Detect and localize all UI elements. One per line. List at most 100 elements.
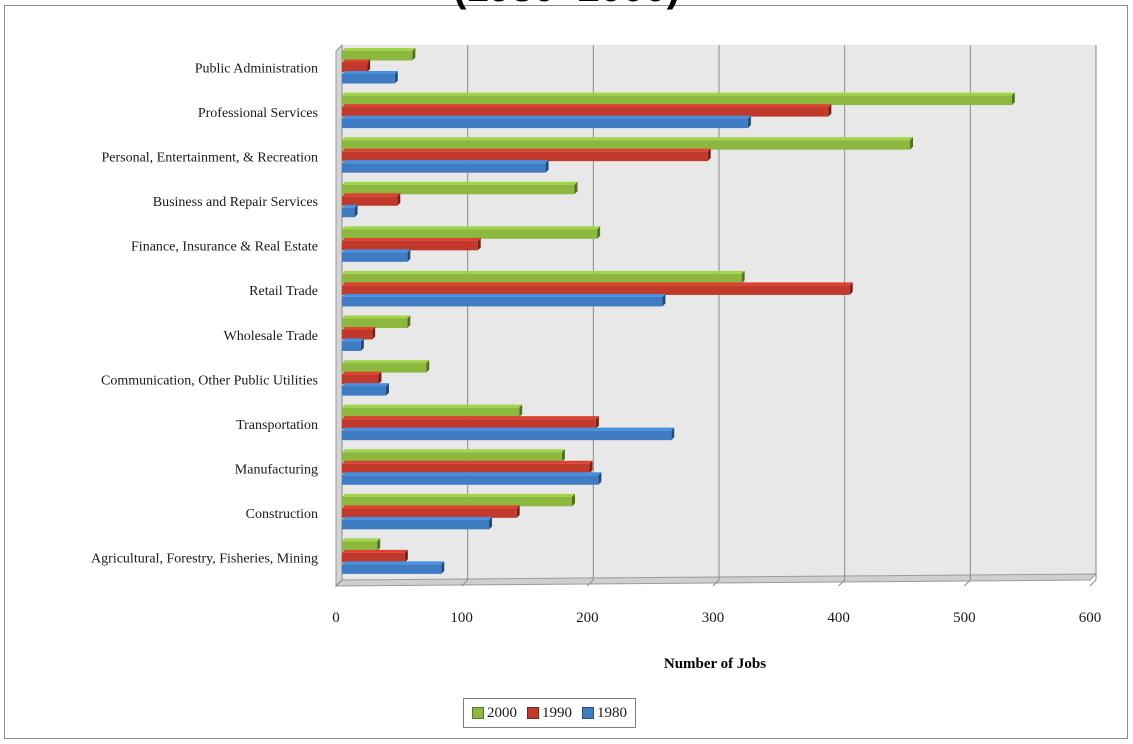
bar-top — [342, 460, 593, 464]
bar-end — [407, 249, 411, 262]
bar-top — [342, 71, 398, 74]
bar-end — [354, 204, 358, 218]
bar-top — [342, 249, 411, 253]
bar-front — [342, 62, 368, 72]
x-tick-labels: 0 100 200 300 400 500 600 — [332, 610, 1101, 626]
bar-1980 — [342, 383, 389, 396]
category-label: Professional Services — [198, 106, 318, 121]
bar-front — [342, 196, 398, 206]
bar-end — [747, 115, 751, 129]
bar-top — [342, 327, 376, 330]
bar-end — [571, 493, 575, 507]
bar-1990 — [342, 237, 481, 251]
bar-2000 — [342, 92, 1015, 106]
bar-2000 — [342, 226, 601, 239]
bar-front — [342, 419, 596, 429]
bar-end — [477, 237, 481, 251]
bar-top — [342, 104, 832, 108]
x-tick-label: 200 — [576, 610, 599, 626]
bars — [342, 48, 1015, 574]
bar-1990 — [342, 327, 376, 340]
bar-top — [342, 404, 523, 408]
x-tick-label: 0 — [332, 610, 340, 626]
bar-top — [342, 137, 914, 141]
category-labels: Public Administration Professional Servic… — [91, 61, 318, 566]
bar-top — [342, 315, 411, 319]
bar-1980 — [342, 472, 602, 485]
bar-end — [404, 549, 408, 563]
bar-top — [342, 115, 751, 119]
bar-end — [407, 315, 411, 328]
bar-end — [545, 160, 549, 173]
bar-front — [342, 519, 490, 530]
bar-end — [412, 48, 416, 61]
category-label: Business and Repair Services — [153, 195, 318, 210]
bar-front — [342, 95, 1012, 106]
gridline-floor — [461, 579, 469, 587]
bar-end — [394, 71, 398, 84]
bar-front — [342, 229, 598, 239]
bar-end — [598, 472, 602, 485]
x-tick-label: 600 — [1079, 610, 1102, 626]
bar-end — [519, 404, 523, 418]
bar-front — [342, 541, 378, 551]
bar-top — [342, 338, 364, 342]
bar-1990 — [342, 193, 401, 206]
bar-end — [489, 516, 493, 530]
legend-label: 1980 — [597, 704, 627, 721]
bar-1990 — [342, 460, 593, 474]
x-axis-title: Number of Jobs — [664, 656, 766, 672]
bar-end — [372, 327, 376, 340]
bar-front — [342, 107, 829, 117]
bar-top — [342, 427, 675, 431]
bar-top — [342, 538, 381, 542]
bar-front — [342, 496, 572, 507]
category-label: Personal, Entertainment, & Recreation — [101, 150, 318, 165]
gridline-floor — [838, 579, 846, 587]
bar-end — [367, 59, 371, 72]
bar-front — [342, 151, 708, 162]
bar-1980 — [342, 160, 549, 173]
gridline-floor — [586, 579, 594, 587]
bar-1990 — [342, 371, 382, 385]
bar-1990 — [342, 416, 599, 429]
bar-top — [342, 59, 371, 63]
bar-1980 — [342, 293, 666, 307]
x-tick-label: 400 — [827, 610, 850, 626]
bar-2000 — [342, 137, 914, 150]
bar-1990 — [342, 104, 832, 117]
bar-end — [597, 226, 601, 239]
bar-end — [426, 360, 430, 373]
gridline-floor — [1089, 579, 1097, 587]
bar-1990 — [342, 505, 520, 518]
category-label: Transportation — [236, 418, 318, 433]
bar-front — [342, 452, 562, 462]
gridline-floor — [712, 579, 720, 587]
bar-top — [342, 371, 382, 375]
bar-top — [342, 472, 602, 476]
bar-top — [342, 226, 601, 230]
bar-1980 — [342, 561, 445, 574]
bar-top — [342, 282, 853, 286]
bar-end — [1011, 92, 1015, 106]
bar-front — [342, 341, 361, 351]
legend-swatch — [582, 707, 594, 719]
bar-top — [342, 270, 745, 274]
bar-front — [342, 564, 442, 574]
gridline-floor — [335, 579, 343, 587]
category-label: Retail Trade — [249, 284, 318, 299]
bar-end — [671, 427, 675, 441]
legend-item-1980: 1980 — [582, 705, 627, 722]
category-label: Wholesale Trade — [224, 329, 318, 344]
bar-end — [385, 383, 389, 396]
bar-end — [595, 416, 599, 429]
bar-end — [441, 561, 445, 574]
legend-label: 2000 — [487, 704, 517, 721]
bar-1980 — [342, 249, 411, 262]
gridline-floor — [963, 579, 971, 587]
bar-top — [342, 549, 408, 553]
bar-front — [342, 552, 405, 563]
bar-2000 — [342, 360, 430, 373]
bar-2000 — [342, 315, 411, 328]
bar-front — [342, 430, 672, 441]
